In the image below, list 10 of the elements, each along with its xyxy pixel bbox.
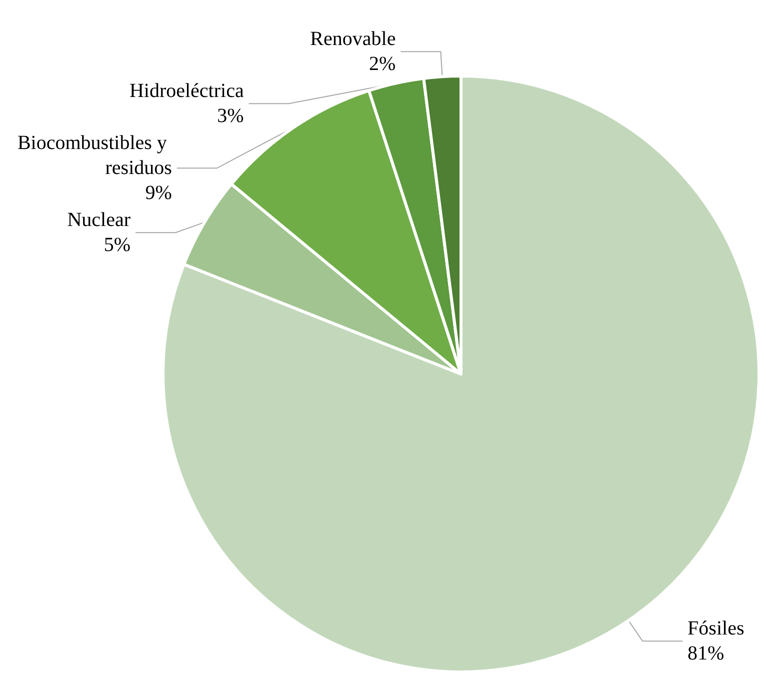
slice-label: Hidroeléctrica	[129, 80, 244, 102]
data-label: 9%	[145, 182, 172, 204]
slice-label: Renovable	[310, 28, 396, 50]
data-label: 81%	[688, 642, 724, 665]
data-label: 2%	[369, 53, 396, 76]
slice-label: Nuclear	[67, 209, 131, 232]
data-label: 5%	[104, 234, 130, 256]
slice-label: Biocombustibles y residuos	[17, 132, 172, 180]
slice-label: Fósiles	[688, 618, 744, 640]
data-label: 3%	[217, 105, 244, 128]
